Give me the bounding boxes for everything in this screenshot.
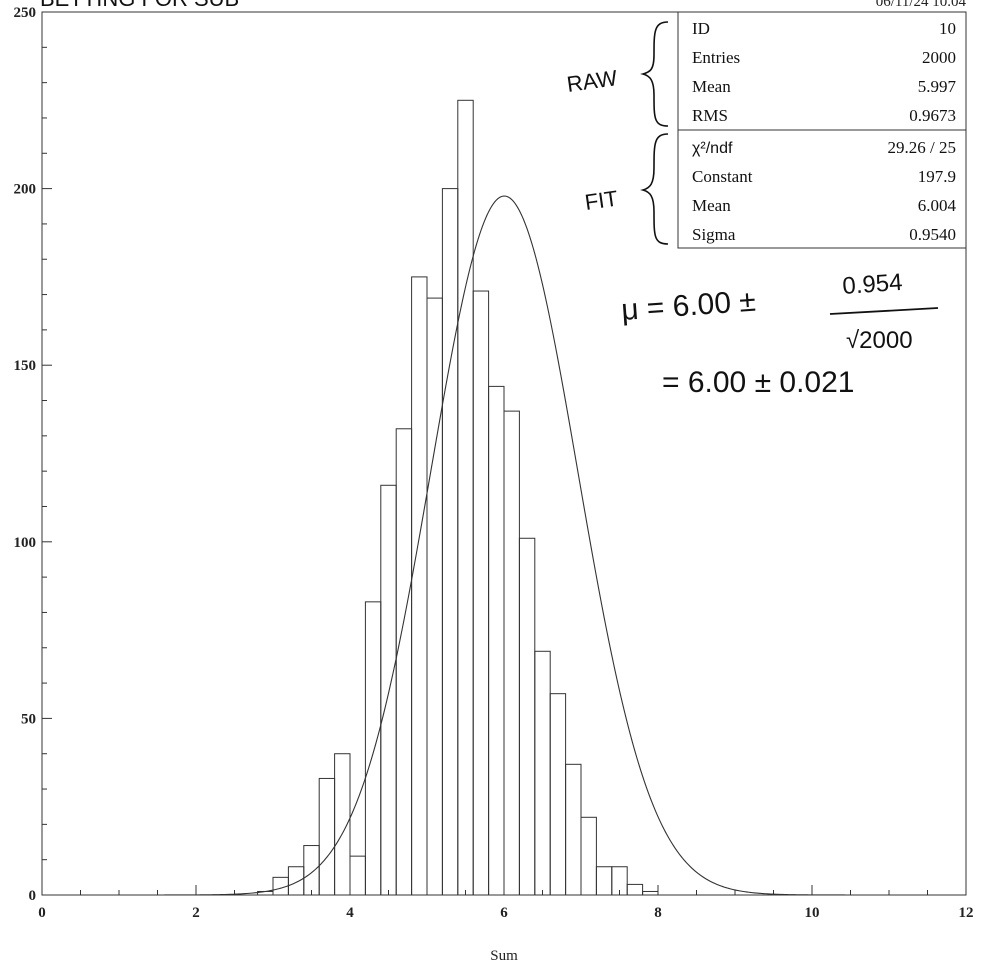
formula-numerator: 0.954	[842, 269, 904, 300]
header-title: BETTING FOR SUB	[40, 0, 239, 11]
fraction-bar	[829, 307, 939, 315]
stats-row-label: Entries	[692, 48, 740, 67]
x-tick-label: 2	[192, 905, 200, 921]
histogram-bar	[349, 855, 366, 896]
stats-row-label: RMS	[692, 106, 728, 125]
stats-row-value: 197.9	[918, 167, 956, 186]
raw-label: RAW	[565, 65, 619, 97]
histogram-bar	[441, 188, 459, 896]
header-timestamp: 06/11/24 10.04	[876, 0, 967, 10]
histogram-bar	[503, 410, 520, 896]
y-tick-label: 50	[21, 711, 36, 727]
stats-row-label: Mean	[692, 77, 731, 96]
x-tick-label: 4	[346, 905, 354, 921]
stats-row-value: 0.9540	[909, 225, 956, 244]
handwritten-annotations: RAW FIT μ = 6.00 ± 0.954 √2000 = 6.00 ± …	[565, 21, 939, 399]
gaussian-fit-curve	[149, 195, 859, 896]
histogram-bars	[257, 99, 659, 896]
histogram-bar	[287, 866, 305, 896]
histogram-bar	[565, 763, 582, 896]
stats-row-label: Sigma	[692, 225, 736, 244]
y-tick-label: 150	[14, 358, 37, 374]
histogram-bar	[595, 866, 613, 896]
histogram-bar	[518, 537, 536, 896]
y-tick-label: 100	[14, 535, 37, 551]
x-axis-title: Sum	[490, 948, 518, 964]
stats-row-value: 29.26 / 25	[888, 138, 956, 157]
histogram-bar	[395, 428, 413, 896]
y-tick-label: 0	[29, 888, 37, 904]
histogram-bar	[380, 484, 397, 896]
histogram-bar	[580, 816, 597, 896]
histogram-bar	[318, 777, 336, 896]
formula-lhs: μ = 6.00 ±	[620, 285, 757, 327]
histogram-bar	[334, 753, 351, 896]
x-tick-label: 12	[959, 905, 974, 921]
stats-row-value: 10	[939, 19, 956, 38]
formula-result: = 6.00 ± 0.021	[662, 366, 854, 399]
y-tick-label: 250	[14, 5, 37, 21]
stats-row-value: 5.997	[918, 77, 957, 96]
tick-labels: 0 2 4 6 8 10 12 0 50 100 150 200 250	[14, 5, 974, 921]
y-tick-label: 200	[14, 182, 37, 198]
fit-label: FIT	[583, 186, 619, 215]
histogram-bar	[472, 290, 490, 896]
stats-box: ID 10 Entries 2000 Mean 5.997 RMS 0.9673 χ²/ndf 2…	[677, 11, 967, 249]
stats-row-label: Constant	[692, 167, 753, 186]
x-tick-label: 8	[654, 905, 662, 921]
x-tick-label: 0	[38, 905, 46, 921]
histogram-bar	[534, 650, 551, 896]
x-tick-label: 10	[805, 905, 820, 921]
histogram-bar	[411, 276, 428, 896]
histogram-bar	[303, 845, 320, 896]
formula-denominator: √2000	[846, 327, 913, 354]
x-tick-label: 6	[500, 905, 508, 921]
histogram-bar	[488, 385, 505, 896]
stats-row-label: ID	[692, 19, 710, 38]
raw-brace	[640, 21, 669, 127]
histogram-bar	[457, 99, 474, 896]
histogram-bar	[611, 866, 628, 896]
fit-brace	[640, 133, 669, 245]
histogram-bar	[642, 890, 659, 896]
histogram-bar	[549, 693, 567, 896]
histogram-bar	[626, 883, 644, 896]
stats-row-value: 6.004	[918, 196, 957, 215]
stats-row-value: 0.9673	[909, 106, 956, 125]
stats-row-value: 2000	[922, 48, 956, 67]
stats-row-label: Mean	[692, 196, 731, 215]
histogram-bar	[364, 601, 382, 896]
histogram-bar	[426, 297, 443, 896]
stats-row-label: χ²/ndf	[692, 140, 733, 157]
